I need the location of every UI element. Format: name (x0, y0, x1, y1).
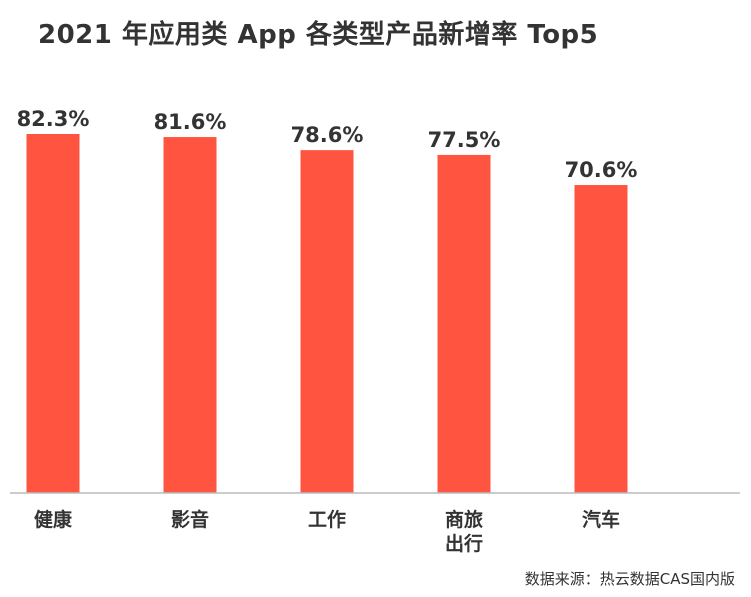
category-label-2: 影音 (171, 508, 209, 531)
category-labels-group: 健康 影音 工作 商旅出行 汽车 (34, 508, 620, 555)
data-source-note: 数据来源：热云数据CAS国内版 (524, 570, 735, 588)
category-label-5: 汽车 (582, 508, 620, 531)
value-label-2: 81.6% (154, 110, 227, 134)
bar-5 (574, 185, 628, 494)
bar-4 (437, 154, 491, 493)
category-label-1: 健康 (34, 508, 73, 531)
value-label-5: 70.6% (565, 158, 638, 182)
category-label-3: 工作 (308, 508, 346, 531)
category-label-4: 商旅出行 (445, 508, 483, 555)
bars-group (26, 134, 628, 494)
chart-title: 2021 年应用类 App 各类型产品新增率 Top5 (38, 20, 599, 50)
value-labels-group: 82.3% 81.6% 78.6% 77.5% 70.6% (17, 107, 638, 182)
bar-1 (26, 134, 80, 493)
bar-3 (300, 150, 354, 493)
bar-2 (163, 137, 217, 493)
value-label-4: 77.5% (428, 128, 501, 152)
value-label-3: 78.6% (291, 123, 364, 147)
value-label-1: 82.3% (17, 107, 90, 131)
